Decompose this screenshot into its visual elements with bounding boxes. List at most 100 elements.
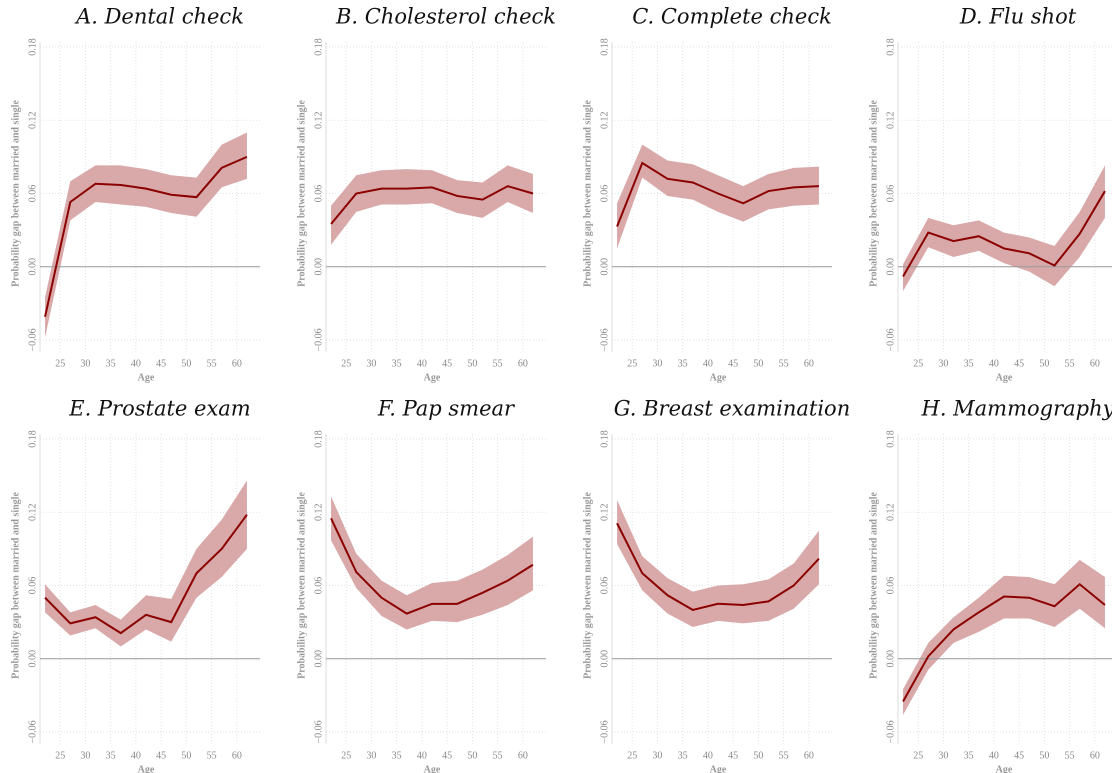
y-tick-label: 0.18 <box>885 430 896 448</box>
x-axis-label: Age <box>138 764 155 773</box>
x-tick-label: 50 <box>181 358 191 369</box>
y-tick-label: 0.12 <box>313 112 324 130</box>
y-tick-label: 0.00 <box>27 650 38 668</box>
y-tick-label: −0.06 <box>313 328 324 351</box>
panel-title: F. Pap smear <box>377 397 516 421</box>
y-tick-label: 0.06 <box>885 185 896 203</box>
panel-title: G. Breast examination <box>614 397 850 421</box>
x-tick-label: 40 <box>417 358 427 369</box>
confidence-band <box>617 500 819 628</box>
x-tick-label: 35 <box>964 358 974 369</box>
y-axis-label: Probability gap between married and sing… <box>296 100 307 287</box>
y-tick-label: 0.18 <box>313 430 324 448</box>
x-tick-label: 50 <box>181 750 191 761</box>
x-tick-label: 60 <box>1090 750 1100 761</box>
x-axis-label: Age <box>424 372 441 383</box>
y-tick-label: −0.06 <box>599 328 610 351</box>
panel-title: B. Cholesterol check <box>335 5 556 29</box>
x-tick-label: 60 <box>1090 358 1100 369</box>
x-tick-label: 35 <box>106 358 116 369</box>
y-tick-label: 0.12 <box>599 504 610 522</box>
y-tick-label: −0.06 <box>313 720 324 743</box>
confidence-band <box>45 132 247 338</box>
panel-title: H. Mammography <box>921 397 1112 421</box>
x-tick-label: 55 <box>779 750 789 761</box>
x-tick-label: 40 <box>989 358 999 369</box>
y-tick-label: 0.00 <box>599 258 610 276</box>
y-axis-label: Probability gap between married and sing… <box>868 492 879 679</box>
x-tick-label: 35 <box>964 750 974 761</box>
x-tick-label: 55 <box>1065 750 1075 761</box>
line <box>616 522 820 611</box>
x-tick-label: 40 <box>703 358 713 369</box>
y-tick-label: 0.18 <box>27 38 38 56</box>
line <box>44 155 248 318</box>
y-axis-label: Probability gap between married and sing… <box>10 100 21 287</box>
x-tick-label: 50 <box>1039 358 1049 369</box>
panel: G. Breast examination −0.06 0.00 0.06 0.12 0.… <box>582 397 850 773</box>
x-axis-label: Age <box>710 372 727 383</box>
panel: C. Complete check −0.06 0.00 0.06 0.12 0.18 25… <box>582 5 832 383</box>
x-axis-label: Age <box>996 372 1013 383</box>
confidence-band <box>617 144 819 249</box>
y-tick-label: 0.18 <box>885 38 896 56</box>
x-tick-label: 45 <box>1014 358 1024 369</box>
panel: B. Cholesterol check −0.06 0.00 0.06 0.12 0.1… <box>296 5 556 384</box>
y-tick-label: 0.06 <box>599 185 610 203</box>
line <box>902 190 1106 278</box>
x-tick-label: 45 <box>156 358 166 369</box>
x-tick-label: 55 <box>493 358 503 369</box>
x-tick-label: 50 <box>467 358 477 369</box>
x-tick-label: 50 <box>753 750 763 761</box>
line <box>330 185 534 225</box>
x-tick-label: 25 <box>341 750 351 761</box>
y-axis-label: Probability gap between married and sing… <box>868 100 879 287</box>
x-tick-label: 45 <box>442 750 452 761</box>
y-tick-label: 0.06 <box>313 577 324 595</box>
x-tick-label: 35 <box>392 358 402 369</box>
x-tick-label: 25 <box>627 750 637 761</box>
panel-title: C. Complete check <box>632 5 832 29</box>
panel-title: E. Prostate exam <box>68 397 250 421</box>
panel: A. Dental check −0.06 0.00 0.06 0.12 0.18 25 30… <box>10 5 260 383</box>
x-tick-label: 60 <box>232 358 242 369</box>
x-tick-label: 60 <box>518 358 528 369</box>
x-tick-label: 25 <box>913 750 923 761</box>
y-tick-label: 0.18 <box>313 38 324 56</box>
y-tick-label: 0.00 <box>599 650 610 668</box>
confidence-band <box>331 496 533 630</box>
x-tick-label: 50 <box>467 750 477 761</box>
y-tick-label: 0.06 <box>313 185 324 203</box>
x-tick-label: 25 <box>55 750 65 761</box>
x-tick-label: 35 <box>392 750 402 761</box>
x-tick-label: 50 <box>1039 750 1049 761</box>
x-axis-label: Age <box>996 764 1013 773</box>
y-axis-label: Probability gap between married and sing… <box>296 492 307 679</box>
y-tick-label: 0.18 <box>599 38 610 56</box>
y-tick-label: 0.06 <box>27 577 38 595</box>
x-tick-label: 35 <box>678 358 688 369</box>
x-axis-label: Age <box>424 764 441 773</box>
line <box>44 514 248 635</box>
x-tick-label: 55 <box>1065 358 1075 369</box>
x-tick-label: 55 <box>493 750 503 761</box>
x-tick-label: 40 <box>989 750 999 761</box>
panel: D. Flu shot −0.06 0.00 0.06 0.12 0.18 25 30 35 40… <box>868 5 1112 383</box>
x-tick-label: 30 <box>366 358 376 369</box>
x-tick-label: 30 <box>938 358 948 369</box>
x-axis-label: Age <box>138 372 155 383</box>
x-tick-label: 55 <box>779 358 789 369</box>
x-tick-label: 40 <box>131 358 141 369</box>
y-axis-label: Probability gap between married and sing… <box>10 492 21 679</box>
confidence-band <box>903 559 1105 715</box>
y-tick-label: −0.06 <box>27 328 38 351</box>
x-tick-label: 60 <box>518 750 528 761</box>
x-tick-label: 40 <box>703 750 713 761</box>
x-tick-label: 45 <box>1014 750 1024 761</box>
x-tick-label: 35 <box>678 750 688 761</box>
y-tick-label: 0.00 <box>27 258 38 276</box>
x-tick-label: 25 <box>341 358 351 369</box>
y-tick-label: 0.00 <box>313 650 324 668</box>
x-tick-label: 60 <box>804 358 814 369</box>
x-tick-label: 40 <box>417 750 427 761</box>
